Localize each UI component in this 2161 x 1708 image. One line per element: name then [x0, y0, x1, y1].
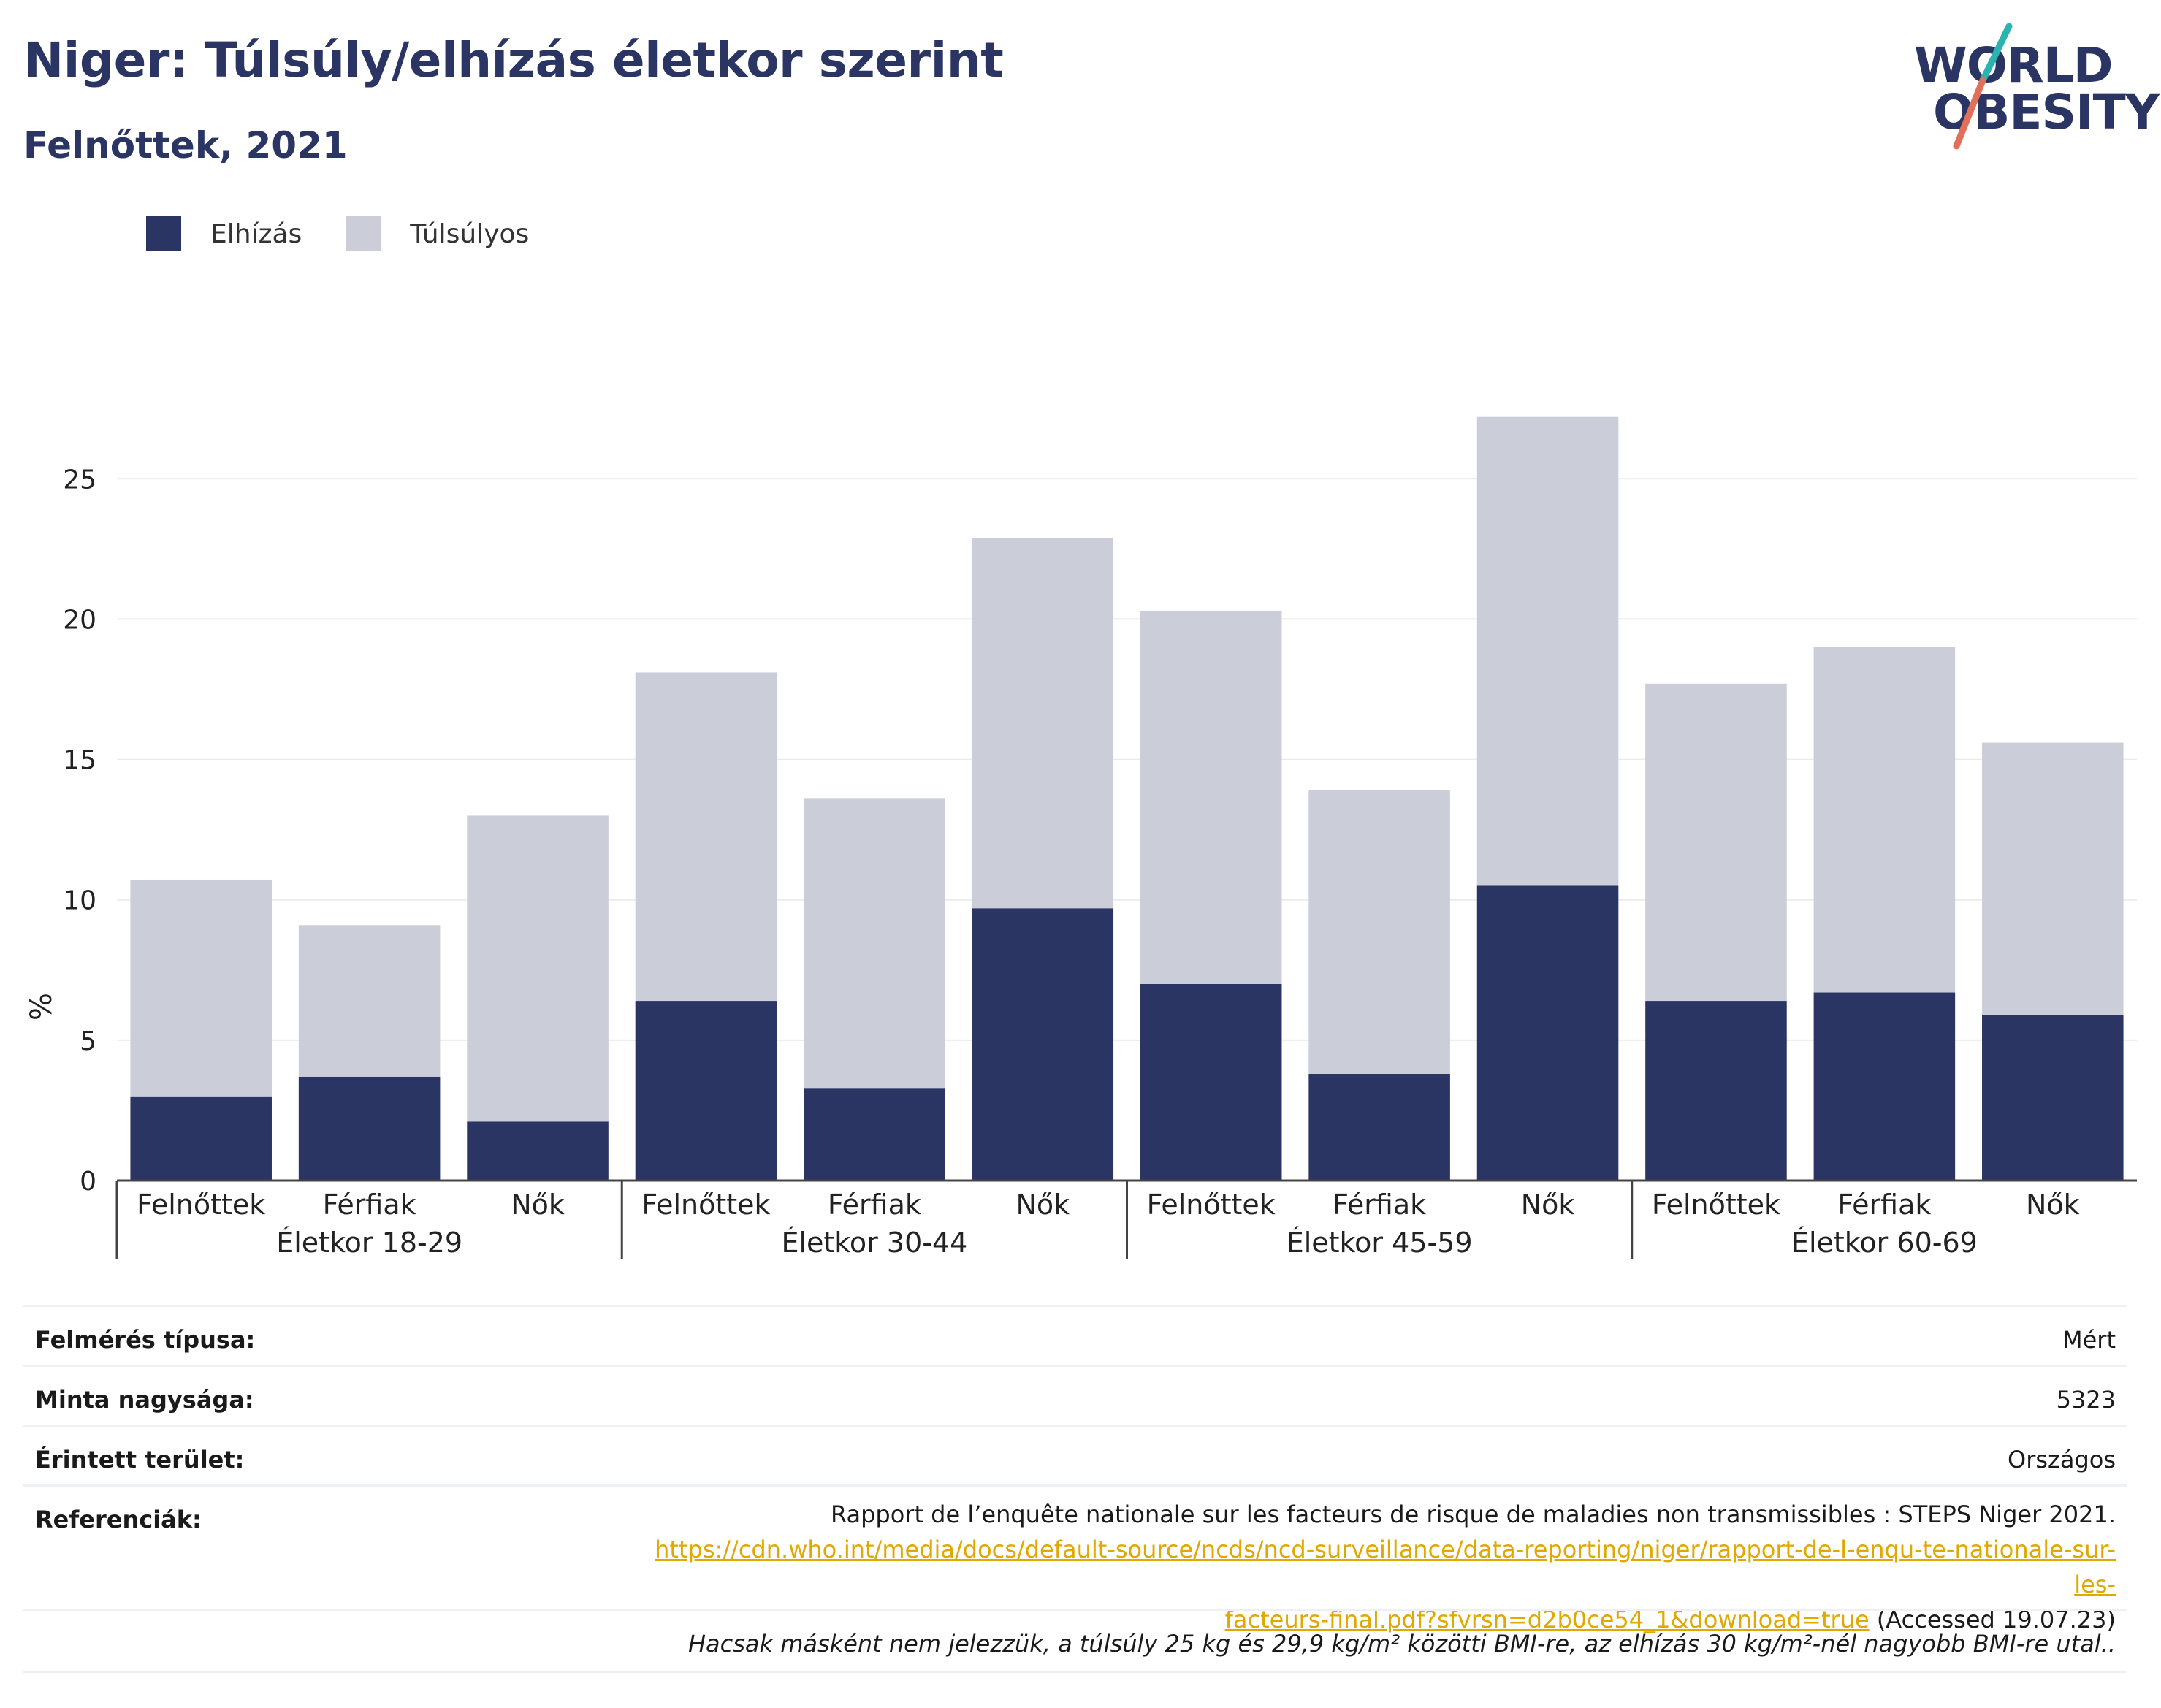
bar-chart: 0 5 10 15 20 25% Felnőttek Férfiak Nők Felnőttek F… [25, 416, 2137, 1259]
row-sample-size: Minta nagysága: 5323 [23, 1365, 2127, 1427]
x-category-label: Felnőttek [137, 1189, 265, 1221]
y-tick-label: 0 [80, 1167, 96, 1197]
chart-legend: Elhízás Túlsúlyos [146, 216, 573, 251]
row-references: Referenciák: Rapport de l’enquête nation… [23, 1484, 2127, 1633]
survey-type-label: Felmérés típusa: [35, 1326, 256, 1354]
x-category-label: Nők [2026, 1189, 2080, 1221]
area-label: Érintett terület: [35, 1446, 245, 1473]
bar-obesity [1308, 1073, 1450, 1181]
y-tick-label: 5 [80, 1026, 96, 1056]
x-category-label: Nők [1521, 1189, 1575, 1221]
legend-label-overweight: Túlsúlyos [410, 218, 530, 249]
y-tick-label: 10 [63, 886, 96, 916]
bar-obesity [130, 1096, 272, 1181]
survey-type-value: Mért [2062, 1326, 2116, 1354]
bar-obesity [298, 1076, 441, 1181]
x-group-label: Életkor 60-69 [1791, 1227, 1978, 1259]
x-group-label: Életkor 30-44 [781, 1227, 967, 1259]
bar-overweight [130, 880, 272, 1097]
world-obesity-logo: WORLD OBESITY [1907, 22, 2160, 153]
bar-obesity [804, 1088, 945, 1181]
bar-obesity [635, 1001, 777, 1181]
row-footnote: Hacsak másként nem jelezzük, a túlsúly 2… [23, 1609, 2127, 1673]
row-survey-type: Felmérés típusa: Mért [23, 1305, 2127, 1367]
bar-obesity [1813, 992, 1956, 1181]
legend-swatch-overweight [346, 216, 381, 251]
x-category-label: Nők [511, 1189, 565, 1221]
y-axis-label: % [25, 993, 58, 1021]
reference-text-block: Rapport de l’enquête nationale sur les f… [655, 1497, 2116, 1637]
bar-obesity [1645, 1001, 1787, 1181]
bar-overweight [635, 672, 777, 1002]
bar-overweight [298, 925, 441, 1077]
bar-obesity [1476, 885, 1619, 1181]
legend-item-overweight: Túlsúlyos [346, 216, 529, 251]
legend-label-obesity: Elhízás [210, 218, 302, 249]
legend-swatch-obesity [146, 216, 181, 251]
y-tick-label: 15 [63, 746, 96, 776]
sample-size-label: Minta nagysága: [35, 1386, 254, 1414]
page-title: Niger: Túlsúly/elhízás életkor szerint [23, 32, 1004, 88]
sample-size-value: 5323 [2056, 1386, 2116, 1414]
bar-overweight [972, 537, 1114, 909]
page-subtitle: Felnőttek, 2021 [23, 124, 348, 167]
references-label: Referenciák: [35, 1506, 202, 1533]
x-group-label: Életkor 45-59 [1287, 1227, 1473, 1259]
logo-text-world: WORLD [1914, 37, 2114, 94]
bar-overweight [1645, 683, 1787, 1002]
x-category-label: Férfiak [323, 1189, 416, 1221]
y-tick-label: 20 [63, 605, 96, 635]
reference-link-part1[interactable]: https://cdn.who.int/media/docs/default-s… [655, 1536, 2116, 1598]
x-category-label: Nők [1015, 1189, 1070, 1221]
x-category-label: Férfiak [1837, 1189, 1931, 1221]
footnote: Hacsak másként nem jelezzük, a túlsúly 2… [687, 1630, 2116, 1658]
bar-obesity [1140, 984, 1282, 1181]
bar-overweight [1813, 647, 1956, 993]
bar-overweight [1982, 742, 2124, 1015]
x-category-label: Férfiak [1333, 1189, 1426, 1221]
area-value: Országos [2008, 1446, 2116, 1473]
row-area: Érintett terület: Országos [23, 1425, 2127, 1487]
reference-text: Rapport de l’enquête nationale sur les f… [830, 1501, 2116, 1528]
bar-overweight [467, 815, 609, 1122]
legend-item-obesity: Elhízás [146, 216, 302, 251]
bar-obesity [467, 1121, 609, 1181]
bar-obesity [972, 908, 1114, 1181]
bar-obesity [1982, 1015, 2124, 1181]
logo-slash-icon [1953, 23, 2013, 150]
bar-overweight [1308, 790, 1450, 1074]
x-category-label: Felnőttek [1652, 1189, 1780, 1221]
y-tick-label: 25 [63, 465, 96, 495]
x-category-label: Férfiak [828, 1189, 921, 1221]
x-category-label: Felnőttek [641, 1189, 770, 1221]
bar-overweight [1476, 416, 1619, 886]
x-group-label: Életkor 18-29 [276, 1227, 462, 1259]
x-category-label: Felnőttek [1147, 1189, 1276, 1221]
bar-overweight [804, 798, 945, 1089]
bar-overweight [1140, 610, 1282, 984]
